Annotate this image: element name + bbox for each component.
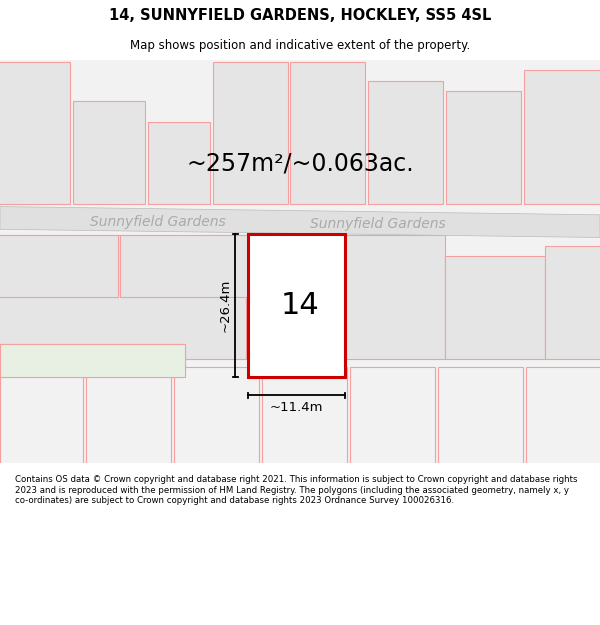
Bar <box>290 62 365 204</box>
Bar <box>0 236 118 298</box>
Text: Sunnyfield Gardens: Sunnyfield Gardens <box>310 217 446 231</box>
Text: ~257m²/~0.063ac.: ~257m²/~0.063ac. <box>186 151 414 175</box>
Text: 14: 14 <box>281 291 320 320</box>
Bar <box>545 246 600 359</box>
Bar <box>0 344 185 377</box>
Text: Contains OS data © Crown copyright and database right 2021. This information is : Contains OS data © Crown copyright and d… <box>15 476 577 505</box>
Bar <box>262 366 347 464</box>
Bar <box>120 236 248 298</box>
Text: ~11.4m: ~11.4m <box>270 401 323 414</box>
Bar <box>213 62 288 204</box>
Bar <box>445 256 545 359</box>
Bar <box>446 91 521 204</box>
Bar <box>0 62 70 204</box>
Bar <box>526 366 600 464</box>
Text: Map shows position and indicative extent of the property.: Map shows position and indicative extent… <box>130 39 470 51</box>
Bar <box>0 236 246 359</box>
Text: ~26.4m: ~26.4m <box>218 279 232 332</box>
Bar <box>0 60 208 122</box>
Bar <box>86 366 171 464</box>
Bar <box>524 71 600 204</box>
Bar <box>0 366 83 464</box>
Bar <box>148 122 210 204</box>
Polygon shape <box>0 344 185 462</box>
Polygon shape <box>0 206 600 238</box>
Bar <box>248 234 345 377</box>
Bar <box>438 366 523 464</box>
Bar <box>350 366 435 464</box>
Bar <box>174 366 259 464</box>
Text: 14, SUNNYFIELD GARDENS, HOCKLEY, SS5 4SL: 14, SUNNYFIELD GARDENS, HOCKLEY, SS5 4SL <box>109 8 491 22</box>
Text: Sunnyfield Gardens: Sunnyfield Gardens <box>90 215 226 229</box>
Bar <box>345 236 445 359</box>
Bar <box>368 81 443 204</box>
Bar <box>73 101 145 204</box>
